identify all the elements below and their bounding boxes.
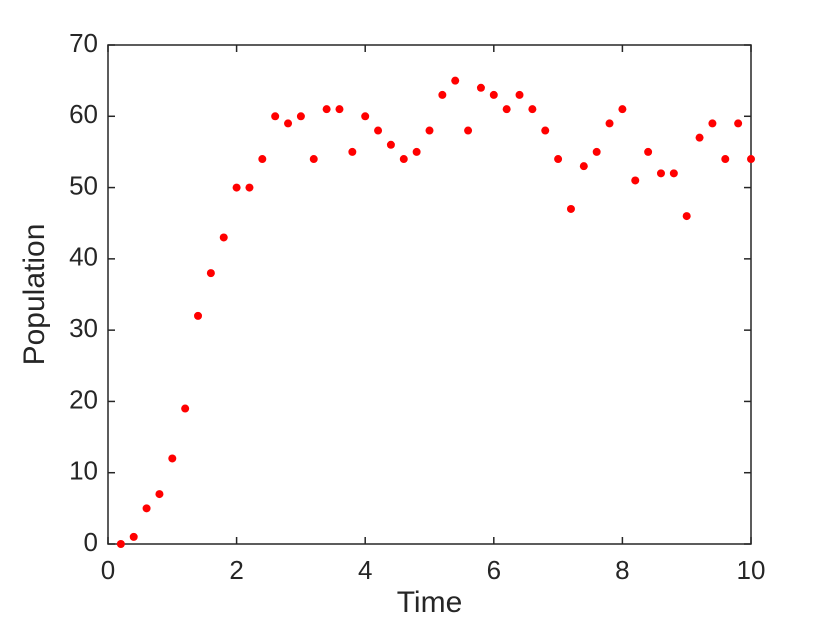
point — [284, 119, 293, 128]
point — [669, 169, 678, 178]
point — [438, 90, 447, 99]
point — [271, 112, 280, 121]
x-axis-label: Time — [397, 586, 463, 619]
point — [644, 147, 653, 156]
y-axis-label: Population — [18, 224, 51, 366]
y-tick-label: 70 — [69, 28, 98, 58]
point — [258, 155, 267, 164]
point — [194, 311, 203, 320]
y-tick-label: 60 — [69, 99, 98, 129]
point — [374, 126, 383, 135]
point — [412, 147, 421, 156]
point — [181, 404, 190, 413]
point — [489, 90, 498, 99]
point — [605, 119, 614, 128]
point — [464, 126, 473, 135]
x-tick-label: 6 — [487, 555, 501, 585]
point — [541, 126, 550, 135]
y-tick-label: 40 — [69, 242, 98, 272]
point — [502, 105, 511, 114]
point — [566, 204, 575, 213]
y-tick-label: 0 — [84, 527, 98, 557]
point — [425, 126, 434, 135]
point — [721, 155, 730, 164]
point — [232, 183, 241, 192]
x-tick-label: 10 — [737, 555, 766, 585]
y-tick-label: 30 — [69, 313, 98, 343]
point — [206, 269, 215, 278]
x-tick-label: 8 — [615, 555, 629, 585]
point — [335, 105, 344, 114]
point — [708, 119, 717, 128]
point — [129, 532, 138, 541]
point — [579, 162, 588, 171]
y-tick-label: 10 — [69, 456, 98, 486]
point — [322, 105, 331, 114]
point — [361, 112, 370, 121]
point — [656, 169, 665, 178]
point — [116, 540, 125, 548]
x-tick-label: 2 — [229, 555, 243, 585]
point — [515, 90, 524, 99]
point — [451, 76, 460, 85]
point — [399, 155, 408, 164]
x-tick-label: 0 — [101, 555, 115, 585]
x-tick-label: 4 — [358, 555, 372, 585]
point — [554, 155, 563, 164]
point — [168, 454, 177, 463]
point — [592, 147, 601, 156]
point — [695, 133, 704, 142]
point — [734, 119, 743, 128]
point — [618, 105, 627, 114]
point — [296, 112, 305, 121]
point — [155, 490, 164, 499]
point — [386, 140, 395, 149]
point — [747, 155, 755, 164]
point — [348, 147, 357, 156]
plot-box — [107, 44, 752, 545]
point — [219, 233, 228, 242]
y-tick-label: 20 — [69, 384, 98, 414]
point — [309, 155, 318, 164]
point — [245, 183, 254, 192]
point — [682, 212, 691, 221]
point — [631, 176, 640, 185]
point — [142, 504, 151, 513]
point — [528, 105, 537, 114]
point — [476, 83, 485, 92]
y-tick-label: 50 — [69, 170, 98, 200]
